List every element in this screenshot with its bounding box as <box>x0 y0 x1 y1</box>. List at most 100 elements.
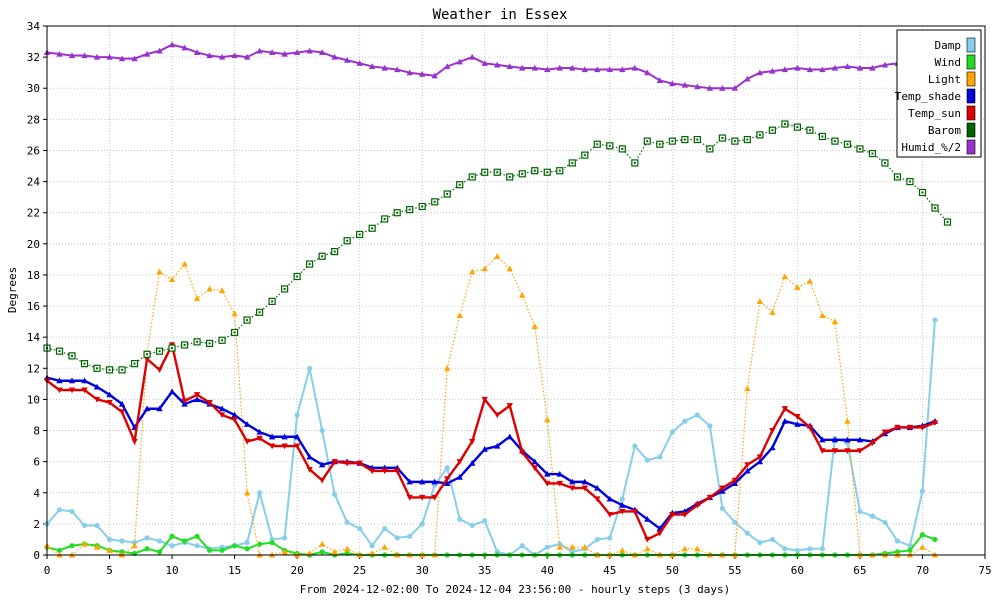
data-point-core <box>721 137 724 140</box>
data-point <box>419 478 426 485</box>
data-point <box>243 438 251 445</box>
data-point <box>306 47 313 54</box>
data-point-core <box>471 175 474 178</box>
data-point <box>381 64 388 71</box>
data-point <box>256 47 263 54</box>
data-point <box>244 539 250 546</box>
data-point-core <box>121 368 124 371</box>
data-point <box>781 406 789 412</box>
data-point <box>469 438 476 445</box>
data-point <box>218 405 226 412</box>
data-point <box>444 476 451 482</box>
data-point-core <box>871 152 874 155</box>
data-point <box>869 440 876 447</box>
plot-border <box>46 25 986 556</box>
data-point <box>256 428 263 435</box>
data-point-core <box>733 140 736 143</box>
data-point <box>719 505 725 511</box>
chart-title: Weather in Essex <box>433 7 568 23</box>
data-point <box>69 508 75 515</box>
data-point <box>506 403 513 409</box>
data-point <box>193 49 201 56</box>
data-point <box>494 412 501 419</box>
data-point <box>581 544 588 550</box>
data-point <box>644 457 650 463</box>
data-point <box>556 544 563 550</box>
data-point <box>343 545 351 552</box>
data-point <box>231 411 238 418</box>
data-point <box>819 312 826 318</box>
data-point <box>819 448 826 454</box>
data-point <box>831 64 839 71</box>
data-point <box>156 367 163 374</box>
data-point <box>819 66 826 73</box>
data-point-core <box>83 362 86 365</box>
data-point <box>481 446 488 452</box>
data-point <box>331 53 338 60</box>
data-point <box>168 41 176 48</box>
y-tick-label: 32 <box>27 51 40 64</box>
legend-label: Temp_shade <box>895 90 961 103</box>
data-point-core <box>433 200 436 203</box>
data-point <box>368 468 376 475</box>
data-point <box>307 365 313 371</box>
data-point <box>457 516 463 522</box>
data-point <box>907 543 913 549</box>
axis-ticks: 0 5 10 15 20 25 30 35 40 45 50 55 60 65 70 750246810121… <box>27 20 992 577</box>
data-point-core <box>71 354 74 357</box>
data-point <box>243 53 251 60</box>
data-point <box>494 253 501 259</box>
data-point-core <box>446 193 449 196</box>
data-point <box>381 468 388 475</box>
x-tick-label: 60 <box>791 564 804 577</box>
data-point-core <box>571 161 574 164</box>
x-tick-label: 70 <box>916 564 929 577</box>
data-point <box>68 387 76 394</box>
data-point <box>856 448 864 454</box>
data-point <box>794 64 801 71</box>
data-point <box>544 416 551 423</box>
data-point <box>694 412 700 418</box>
data-point-core <box>371 227 374 230</box>
data-point-core <box>846 143 849 146</box>
legend-label: Wind <box>935 56 962 69</box>
data-point <box>156 549 163 555</box>
data-point-core <box>908 180 911 183</box>
data-point-core <box>208 342 211 345</box>
data-point <box>419 521 425 527</box>
y-tick-label: 20 <box>27 238 40 251</box>
data-point <box>131 542 138 549</box>
data-point <box>206 399 213 406</box>
data-point <box>181 44 188 51</box>
data-point <box>682 418 688 424</box>
data-point <box>531 64 538 71</box>
data-point <box>469 268 476 275</box>
data-point <box>156 538 163 544</box>
data-point <box>381 544 388 550</box>
data-point <box>118 400 126 407</box>
data-point <box>81 52 88 59</box>
data-point <box>294 412 300 418</box>
data-point-core <box>183 343 186 346</box>
data-point <box>806 66 814 73</box>
data-point <box>156 405 163 412</box>
data-point <box>756 454 764 461</box>
data-point <box>344 519 350 525</box>
data-point <box>481 60 488 66</box>
data-point-core <box>783 123 786 126</box>
data-point <box>93 544 101 550</box>
x-tick-label: 50 <box>666 564 679 577</box>
y-tick-label: 4 <box>33 487 40 500</box>
legend-swatch <box>966 54 976 70</box>
data-point <box>669 429 675 435</box>
data-point <box>506 265 513 272</box>
data-point <box>444 365 451 371</box>
legend-label: Humid_%/2 <box>901 141 961 154</box>
data-point <box>144 546 150 552</box>
data-point-core <box>921 191 924 194</box>
data-point <box>68 377 76 384</box>
x-axis-label: From 2024-12-02:00 To 2024-12-04 23:56:0… <box>300 583 730 596</box>
data-point-core <box>821 135 824 138</box>
data-point <box>143 50 151 57</box>
data-point <box>544 480 551 487</box>
